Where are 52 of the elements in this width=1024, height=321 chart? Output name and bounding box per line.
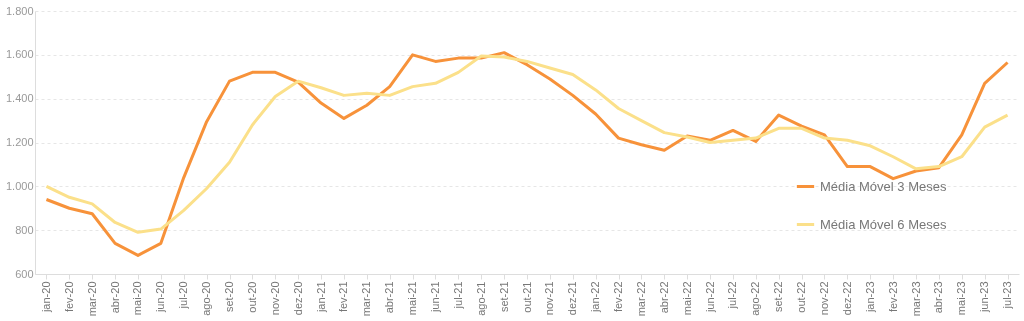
x-tick-label: set-21 xyxy=(497,281,510,313)
y-tick-label: 1.200 xyxy=(5,136,34,148)
x-tick-label: dez-20 xyxy=(291,281,304,316)
x-tick-label: out-20 xyxy=(245,281,258,313)
x-tick-label: mai-20 xyxy=(131,281,144,316)
x-tick-label: mai-22 xyxy=(680,281,693,316)
x-tick-label: abr-20 xyxy=(108,281,121,314)
y-tick-label: 1.400 xyxy=(5,92,34,105)
x-tick-label: jan-22 xyxy=(589,281,602,314)
x-tick-label: nov-22 xyxy=(817,281,830,316)
legend-label: Média Móvel 3 Meses xyxy=(820,178,947,194)
x-tick-label: fev-21 xyxy=(337,281,350,313)
x-tick-label: mai-23 xyxy=(955,281,968,316)
y-tick-label: 1.800 xyxy=(5,4,34,17)
x-tick-label: out-21 xyxy=(520,281,533,313)
x-tick-label: nov-20 xyxy=(268,281,281,316)
x-tick-label: jul-21 xyxy=(451,281,464,310)
y-tick-label: 600 xyxy=(15,267,34,280)
x-tick-label: set-20 xyxy=(223,281,236,313)
x-tick-label: jun-20 xyxy=(154,281,167,314)
x-tick-label: fev-23 xyxy=(886,281,899,313)
x-tick-label: dez-21 xyxy=(566,281,579,316)
x-tick-label: jun-22 xyxy=(703,281,716,314)
x-tick-label: jan-20 xyxy=(39,281,52,314)
x-tick-label: jun-21 xyxy=(428,281,441,314)
x-tick-label: out-22 xyxy=(795,281,808,313)
x-tick-label: mar-23 xyxy=(909,281,922,317)
y-tick-label: 800 xyxy=(15,223,34,236)
x-tick-label: mai-21 xyxy=(406,281,419,316)
x-tick-label: ago-22 xyxy=(749,281,762,316)
x-tick-label: jul-20 xyxy=(177,281,190,310)
x-tick-label: abr-23 xyxy=(932,281,945,314)
x-tick-label: set-22 xyxy=(772,281,785,313)
y-tick-label: 1.000 xyxy=(5,179,34,192)
x-tick-label: jul-23 xyxy=(1001,281,1014,310)
x-tick-label: mar-22 xyxy=(634,281,647,317)
x-tick-label: abr-22 xyxy=(657,281,670,314)
x-tick-label: mar-21 xyxy=(360,281,373,317)
x-tick-label: jan-23 xyxy=(863,281,876,314)
x-tick-label: jun-23 xyxy=(978,281,991,314)
x-tick-label: jan-21 xyxy=(314,281,327,314)
x-tick-label: mar-20 xyxy=(85,281,98,317)
y-tick-label: 1.600 xyxy=(5,48,34,61)
legend-label: Média Móvel 6 Meses xyxy=(820,216,947,232)
x-tick-label: abr-21 xyxy=(383,281,396,314)
x-tick-label: ago-20 xyxy=(200,281,213,316)
x-tick-label: ago-21 xyxy=(474,281,487,316)
x-tick-label: dez-22 xyxy=(840,281,853,316)
x-tick-label: fev-20 xyxy=(62,281,75,313)
x-tick-label: jul-22 xyxy=(726,281,739,310)
x-tick-label: nov-21 xyxy=(543,281,556,316)
x-tick-label: fev-22 xyxy=(612,281,625,313)
